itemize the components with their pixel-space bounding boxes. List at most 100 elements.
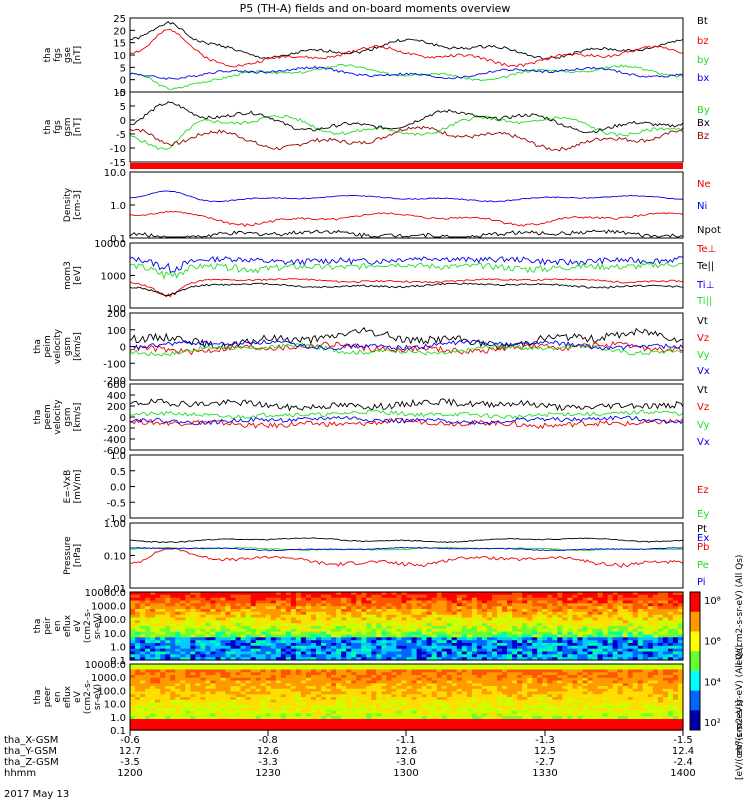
heatmap-cell xyxy=(200,691,206,695)
heatmap-cell xyxy=(647,680,654,684)
heatmap-cell xyxy=(652,688,659,693)
heatmap-cell xyxy=(642,657,649,661)
heatmap-cell xyxy=(557,597,563,602)
heatmap-cell xyxy=(552,609,558,613)
heatmap-cell xyxy=(562,657,568,661)
heatmap-cell xyxy=(587,688,594,693)
heatmap-cell xyxy=(346,648,352,653)
heatmap-cell xyxy=(230,666,237,671)
heatmap-cell xyxy=(391,611,397,616)
ylabel-line: [km/s] xyxy=(73,403,83,432)
heatmap-cell xyxy=(577,675,583,679)
ytick-label: 100 xyxy=(107,304,126,315)
ytick-label: 10.0 xyxy=(104,629,126,640)
heatmap-cell xyxy=(295,648,302,653)
heatmap-cell xyxy=(160,683,166,687)
heatmap-cell xyxy=(678,645,684,650)
heatmap-cell xyxy=(577,697,583,701)
heatmap-cell xyxy=(466,620,473,624)
heatmap-cell xyxy=(421,645,428,650)
heatmap-cell xyxy=(612,669,619,673)
ytick-label: -5 xyxy=(116,88,126,99)
heatmap-cell xyxy=(155,699,161,704)
heatmap-cell xyxy=(552,702,558,706)
heatmap-cell xyxy=(270,677,277,682)
heatmap-cell xyxy=(265,657,272,661)
heatmap-cell xyxy=(210,614,216,619)
heatmap-cell xyxy=(300,705,307,709)
heatmap-cell xyxy=(300,691,307,695)
heatmap-cell xyxy=(341,705,347,709)
heatmap-cell xyxy=(170,699,176,704)
heatmap-cell xyxy=(386,628,392,633)
heatmap-cell xyxy=(461,603,468,607)
heatmap-cell xyxy=(346,669,352,673)
heatmap-cell xyxy=(431,611,438,616)
heatmap-cell xyxy=(481,651,488,655)
heatmap-cell xyxy=(502,683,508,687)
heatmap-cell xyxy=(225,614,232,619)
heatmap-cell xyxy=(190,603,196,607)
heatmap-cell xyxy=(678,664,684,668)
heatmap-cell xyxy=(582,637,589,641)
heatmap-cell xyxy=(672,606,679,610)
heatmap-cell xyxy=(471,609,478,613)
heatmap-cell xyxy=(220,716,227,720)
heatmap-cell xyxy=(321,648,327,653)
heatmap-cell xyxy=(456,688,463,693)
heatmap-cell xyxy=(657,620,664,624)
heatmap-cell xyxy=(627,617,634,621)
heatmap-cell xyxy=(542,666,548,671)
heatmap-cell xyxy=(562,683,568,687)
heatmap-cell xyxy=(662,680,669,684)
heatmap-cell xyxy=(341,657,347,661)
heatmap-cell xyxy=(376,628,382,633)
heatmap-cell xyxy=(170,664,176,668)
heatmap-cell xyxy=(441,654,448,658)
heatmap-cell xyxy=(341,699,347,704)
heatmap-cell xyxy=(652,694,659,698)
heatmap-cell xyxy=(547,606,553,610)
heatmap-cell xyxy=(245,664,252,668)
heatmap-cell xyxy=(311,603,317,607)
heatmap-cell xyxy=(290,654,297,658)
heatmap-cell xyxy=(451,694,458,698)
heatmap-cell xyxy=(587,713,594,717)
heatmap-cell xyxy=(537,592,543,596)
heatmap-cell xyxy=(436,675,443,679)
heatmap-cell xyxy=(537,597,543,602)
heatmap-cell xyxy=(678,694,684,698)
heatmap-cell xyxy=(280,697,287,701)
heatmap-cell xyxy=(250,657,257,661)
heatmap-cell xyxy=(406,606,413,610)
heatmap-cell xyxy=(537,620,543,624)
heatmap-cell xyxy=(582,713,589,717)
heatmap-cell xyxy=(165,631,171,636)
heatmap-cell xyxy=(512,688,518,693)
heatmap-cell xyxy=(250,688,257,693)
heatmap-cell xyxy=(436,694,443,698)
heatmap-cell xyxy=(170,686,176,690)
heatmap-cell xyxy=(632,708,639,712)
heatmap-cell xyxy=(612,694,619,698)
heatmap-cell xyxy=(492,672,498,676)
heatmap-cell xyxy=(371,705,377,709)
heatmap-cell xyxy=(270,626,277,630)
heatmap-cell xyxy=(421,657,428,661)
heatmap-cell xyxy=(672,666,679,671)
heatmap-cell xyxy=(351,614,357,619)
heatmap-cell xyxy=(411,611,418,616)
heatmap-cell xyxy=(346,611,352,616)
heatmap-cell xyxy=(497,691,503,695)
heatmap-cell xyxy=(265,675,272,679)
heatmap-cell xyxy=(582,686,589,690)
heatmap-cell xyxy=(235,606,242,610)
heatmap-cell xyxy=(446,651,453,655)
heatmap-cell xyxy=(476,600,483,604)
heatmap-cell xyxy=(622,705,629,709)
heatmap-cell xyxy=(522,600,528,604)
heatmap-cell xyxy=(371,634,377,638)
heatmap-cell xyxy=(612,631,619,636)
heatmap-cell xyxy=(376,705,382,709)
heatmap-cell xyxy=(678,708,684,712)
